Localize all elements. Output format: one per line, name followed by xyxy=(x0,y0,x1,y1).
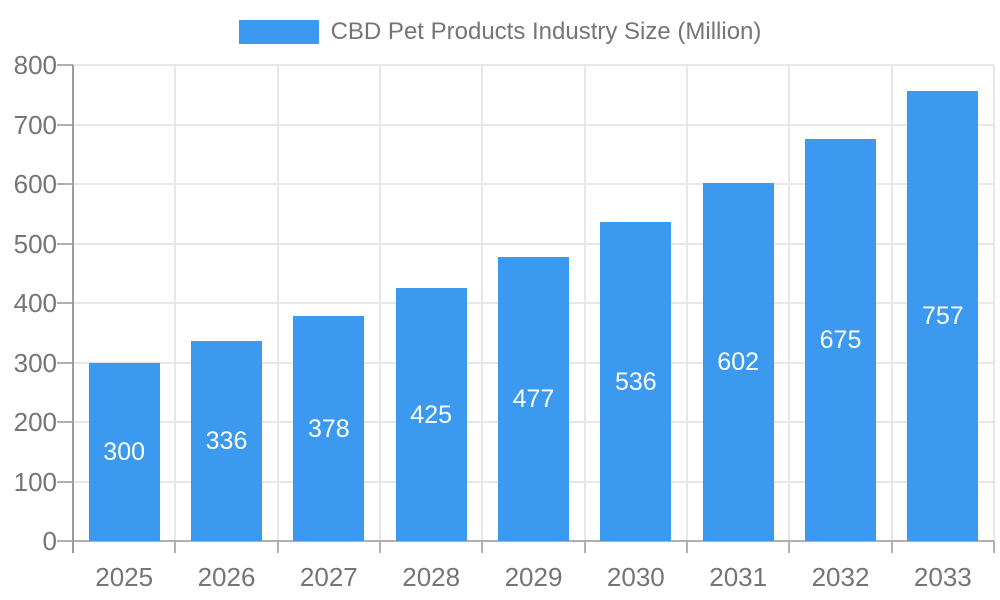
bar[interactable] xyxy=(498,257,569,541)
x-axis-tick-label: 2030 xyxy=(606,562,665,592)
x-axis-tick-mark xyxy=(788,541,791,553)
x-axis-tick-mark xyxy=(993,541,995,553)
bar[interactable] xyxy=(702,182,774,541)
x-axis-tick-mark xyxy=(481,541,484,553)
gridline-vertical xyxy=(993,65,995,541)
x-axis-baseline xyxy=(73,540,994,542)
gridline-vertical xyxy=(890,65,893,541)
y-axis-tick-mark xyxy=(57,302,73,304)
legend-item[interactable]: CBD Pet Products Industry Size (Million) xyxy=(0,18,1000,46)
y-axis-tick-mark xyxy=(57,183,73,185)
bar-value-label: 336 xyxy=(205,427,248,456)
y-axis-tick-mark xyxy=(57,242,73,245)
y-axis-tick-label: 300 xyxy=(13,347,57,378)
y-axis-tick-mark xyxy=(57,123,73,126)
x-axis-tick-mark xyxy=(890,541,893,553)
y-axis-tick-mark xyxy=(57,480,73,483)
x-axis-tick-label: 2025 xyxy=(95,562,154,592)
y-axis-tick-mark xyxy=(57,421,73,423)
gridline-vertical xyxy=(276,65,279,541)
y-axis-tick-mark xyxy=(57,64,73,66)
bar[interactable] xyxy=(600,222,672,541)
bar[interactable] xyxy=(88,362,160,541)
bar-value-label: 378 xyxy=(307,414,350,443)
y-axis-tick-label: 100 xyxy=(13,466,57,497)
y-axis-tick-label: 500 xyxy=(13,228,57,259)
y-axis-tick-label: 0 xyxy=(42,526,57,556)
bar-value-label: 675 xyxy=(819,326,862,355)
x-axis-tick-label: 2032 xyxy=(811,562,870,592)
bar-value-label: 477 xyxy=(512,385,555,414)
x-axis-tick-mark xyxy=(276,541,279,553)
y-axis-tick-label: 700 xyxy=(13,109,57,140)
legend-swatch-icon xyxy=(238,20,319,44)
x-axis-tick-label: 2028 xyxy=(402,562,461,592)
bar[interactable] xyxy=(805,139,876,541)
x-axis-tick-label: 2027 xyxy=(299,562,358,592)
gridline-horizontal xyxy=(73,64,994,66)
legend-label: CBD Pet Products Industry Size (Million) xyxy=(330,18,762,45)
bar-value-label: 602 xyxy=(717,347,760,376)
gridline-vertical xyxy=(379,65,381,541)
gridline-horizontal xyxy=(73,242,994,245)
bar[interactable] xyxy=(395,288,467,541)
y-axis-tick-label: 200 xyxy=(13,407,57,437)
x-axis-tick-label: 2031 xyxy=(709,562,768,592)
x-axis-tick-label: 2033 xyxy=(913,562,972,592)
y-axis-tick-mark xyxy=(57,361,73,364)
x-axis-tick-mark xyxy=(379,541,381,553)
y-axis-tick-label: 600 xyxy=(13,169,57,199)
y-axis-tick-mark xyxy=(57,540,73,542)
bar-value-label: 300 xyxy=(103,437,146,466)
bar-value-label: 536 xyxy=(614,367,657,396)
gridline-vertical xyxy=(788,65,791,541)
y-axis-tick-label: 800 xyxy=(13,50,57,80)
gridline-horizontal xyxy=(73,183,994,185)
gridline-horizontal xyxy=(73,123,994,126)
gridline-vertical xyxy=(481,65,484,541)
y-axis-line xyxy=(72,65,74,553)
x-axis-tick-label: 2029 xyxy=(504,562,563,592)
x-axis-tick-label: 2026 xyxy=(197,562,256,592)
y-axis-tick-label: 400 xyxy=(13,288,57,318)
x-axis-tick-mark xyxy=(686,541,688,553)
x-axis-tick-mark xyxy=(583,541,586,553)
bar[interactable] xyxy=(293,316,365,541)
gridline-vertical xyxy=(174,65,177,541)
gridline-vertical xyxy=(686,65,688,541)
bar-value-label: 425 xyxy=(410,400,453,429)
bar[interactable] xyxy=(191,341,262,541)
bar[interactable] xyxy=(907,90,979,541)
bar-value-label: 757 xyxy=(921,301,964,330)
x-axis-tick-mark xyxy=(174,541,177,553)
gridline-vertical xyxy=(583,65,586,541)
